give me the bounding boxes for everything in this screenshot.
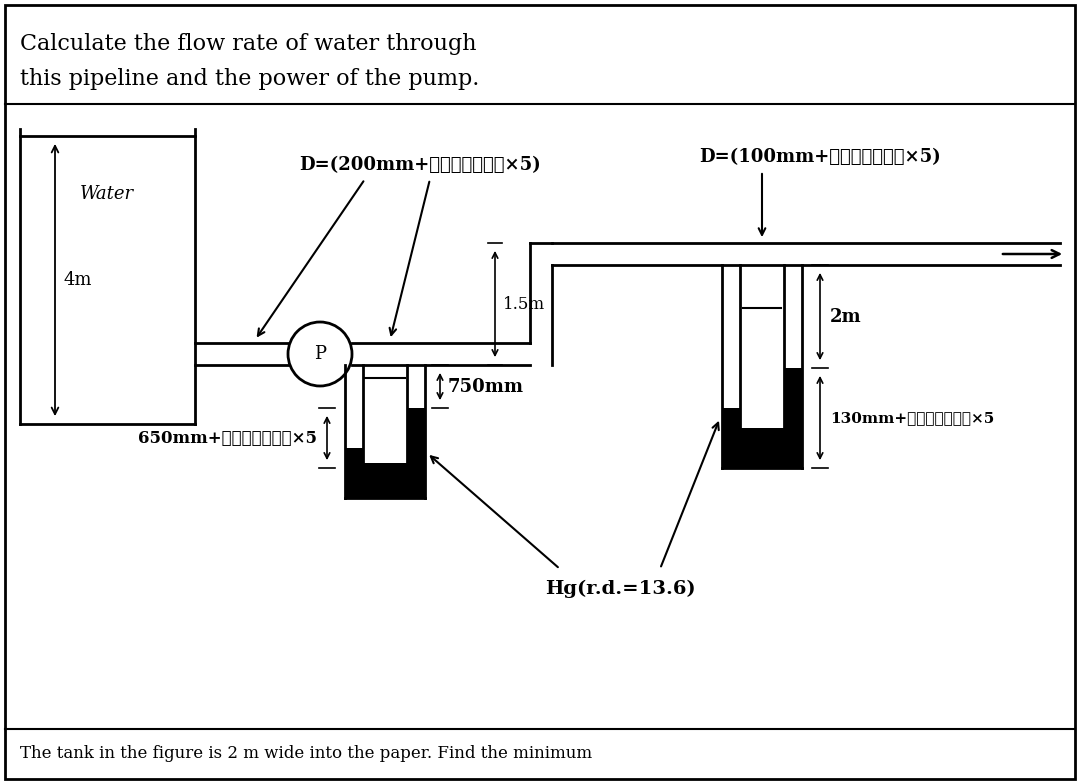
Text: Water: Water	[80, 185, 134, 203]
Text: 750mm: 750mm	[448, 378, 524, 395]
Text: this pipeline and the power of the pump.: this pipeline and the power of the pump.	[21, 68, 480, 90]
Text: 650mm+التسلسل×5: 650mm+التسلسل×5	[138, 430, 318, 447]
Text: Calculate the flow rate of water through: Calculate the flow rate of water through	[21, 33, 476, 55]
Bar	[345, 463, 426, 498]
Text: Hg(r.d.=13.6): Hg(r.d.=13.6)	[544, 580, 696, 598]
Bar	[345, 448, 363, 498]
Bar	[784, 368, 802, 468]
Text: 130mm+التسلسل×5: 130mm+التسلسل×5	[831, 411, 995, 425]
Bar	[407, 408, 426, 498]
Text: 1.5m: 1.5m	[503, 296, 545, 313]
Text: D=(100mm+التسلسل×5): D=(100mm+التسلسل×5)	[699, 148, 941, 166]
Text: 2m: 2m	[831, 307, 862, 325]
Bar	[723, 428, 802, 468]
Text: P: P	[314, 345, 326, 363]
Text: D=(200mm+التسلسل×5): D=(200mm+التسلسل×5)	[299, 156, 541, 174]
Text: The tank in the figure is 2 m wide into the paper. Find the minimum: The tank in the figure is 2 m wide into …	[21, 746, 592, 763]
Text: 4m: 4m	[63, 271, 92, 289]
Circle shape	[288, 322, 352, 386]
Bar	[723, 408, 740, 468]
